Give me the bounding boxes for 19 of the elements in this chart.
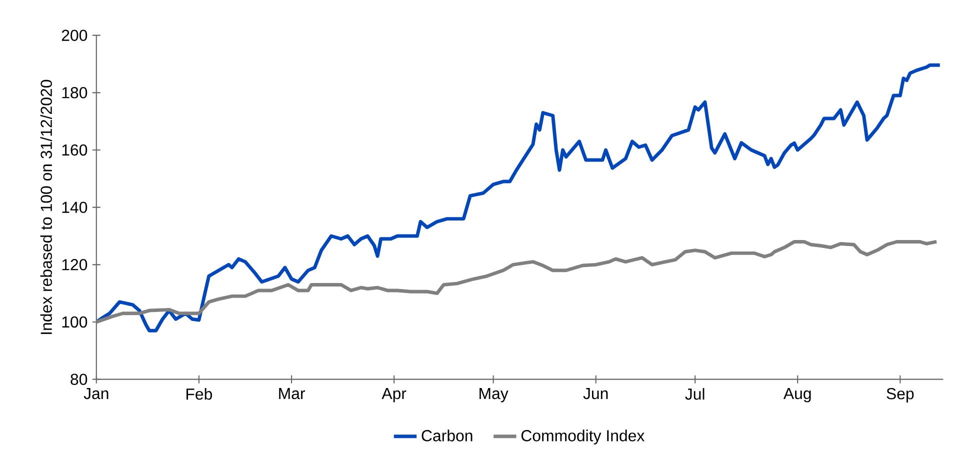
legend-label: Commodity Index [521, 430, 644, 444]
y-tick-label: 140 [62, 202, 88, 213]
x-tick-label: Jun [583, 388, 608, 400]
y-tick-label: 80 [70, 374, 88, 385]
x-tick-label: Jul [685, 388, 704, 400]
y-axis-title: Index rebased to 100 on 31/12/2020 [40, 80, 52, 334]
legend-label: Carbon [422, 430, 472, 442]
y-tick-label: 120 [62, 259, 88, 270]
y-tick-label: 160 [62, 144, 88, 156]
y-tick-label: 180 [62, 87, 88, 98]
x-tick-label: Mar [279, 388, 306, 400]
x-tick-label: May [480, 388, 508, 402]
x-tick-label: Jan [84, 388, 108, 400]
x-tick-label: Feb [186, 388, 212, 400]
y-tick-label: 100 [62, 316, 88, 328]
x-tick-label: Sep [886, 388, 914, 402]
x-tick-label: Apr [382, 388, 406, 402]
y-tick-label: 200 [62, 30, 88, 41]
x-tick-label: Aug [783, 388, 811, 402]
